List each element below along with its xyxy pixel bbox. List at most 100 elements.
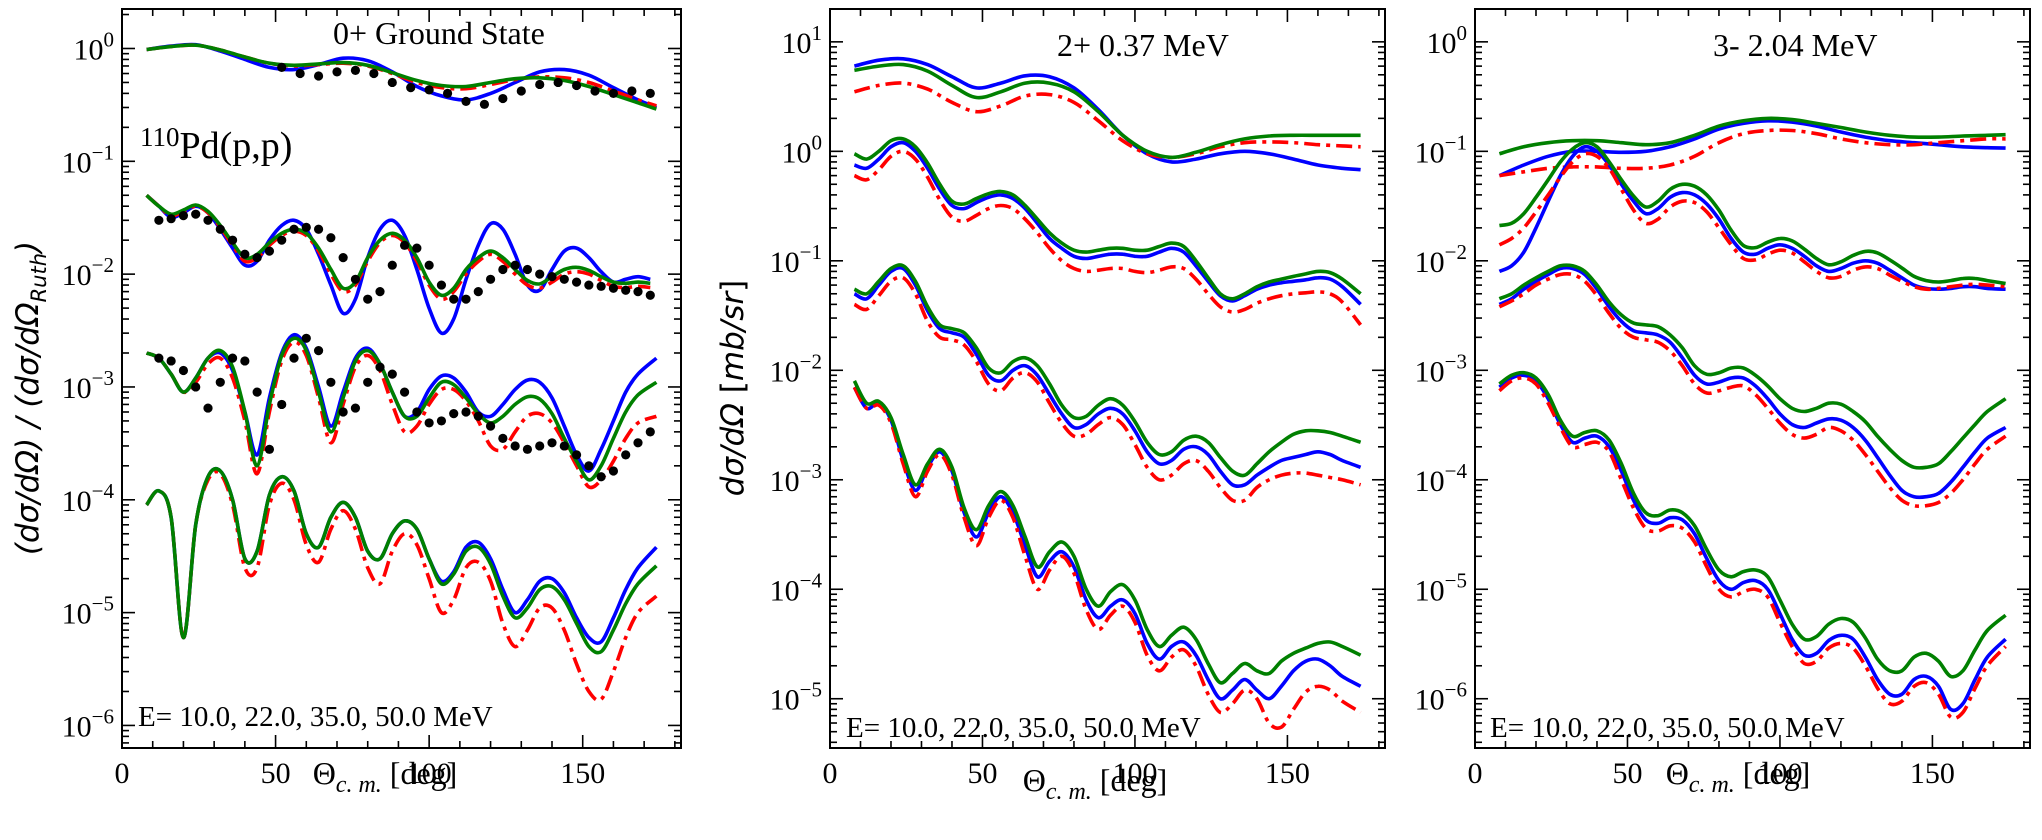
curve-red-22MeV [1498, 151, 2006, 292]
data-point [485, 274, 496, 284]
data-point [571, 80, 582, 91]
y-axis-label: (dσ/dΩ) / (dσ/dΩRuth) [10, 241, 51, 555]
panel-title: 2+ 0.37 MeV [1057, 27, 1229, 63]
tick-labels: 0 50 100 150 100 10−1 10−2 10−3 10−4 10−5 10−6 [1415, 21, 1955, 790]
energy-note: E= 10.0, 22.0, 35.0, 50.0 MeV [1490, 712, 1845, 744]
x-tick-label: 0 [1468, 757, 1483, 790]
data-point [332, 67, 342, 77]
data-point [559, 274, 569, 284]
data-point [627, 86, 637, 96]
data-point [166, 356, 176, 366]
curve-green-50MeV [1498, 370, 2007, 679]
data-point [240, 249, 250, 259]
y-tick-label: 10−2 [1415, 240, 1467, 279]
data-point [227, 353, 238, 363]
data-point [584, 280, 594, 290]
y-tick-label: 100 [74, 27, 115, 66]
data-point [473, 287, 483, 297]
y-tick-label: 10−3 [770, 459, 822, 498]
data-point [442, 88, 453, 98]
energy-note: E= 10.0, 22.0, 35.0, 50.0 MeV [138, 701, 493, 733]
data-point [277, 62, 287, 72]
data-point [399, 387, 410, 397]
y-tick-label: 10−1 [770, 240, 822, 279]
curve-blue-35MeV [145, 332, 658, 473]
data-point [645, 290, 655, 300]
data-point [350, 65, 361, 75]
y-tick-label: 10−4 [770, 568, 823, 607]
data-point [350, 274, 361, 284]
tick-labels: 0 50 100 150 101 100 10−1 10−2 10−3 10−4 10−5 [770, 21, 1310, 790]
curve-red-22MeV [853, 149, 1363, 327]
y-tick-label: 10−1 [1415, 130, 1467, 169]
x-tick-label: 100 [407, 757, 452, 790]
data-point [424, 260, 434, 270]
data-point [301, 222, 311, 232]
x-tick-label: 150 [1265, 757, 1310, 790]
data-point [559, 441, 569, 451]
curve-green-10MeV [1498, 116, 2006, 156]
data-point [449, 409, 459, 419]
x-axis-label: Θc. m. [deg] [313, 755, 458, 798]
data-point [633, 287, 643, 297]
data-point [461, 407, 471, 417]
data-point [191, 382, 201, 392]
y-tick-label: 10−4 [62, 479, 115, 518]
y-tick-label: 100 [1427, 21, 1468, 60]
data-point [215, 377, 225, 387]
data-point [387, 369, 397, 379]
plot-frame [121, 8, 682, 749]
data-point [363, 294, 373, 304]
curve-red-35MeV [853, 275, 1362, 504]
tick-labels: 0 50 100 150 100 10−1 10−2 10−3 10−4 10−5 10−6 [62, 27, 606, 790]
curve-green-10MeV [146, 43, 657, 111]
curve-green-50MeV [145, 466, 658, 655]
data-point [535, 441, 545, 451]
curve-red-35MeV [1498, 271, 2007, 509]
x-tick-label: 100 [1757, 757, 1802, 790]
curve-red-50MeV [1498, 376, 2007, 721]
data-point [252, 253, 262, 263]
data-point [498, 93, 508, 104]
data-point [313, 346, 324, 356]
energy-note: E= 10.0, 22.0, 35.0, 50.0 MeV [846, 712, 1201, 744]
curve-blue-50MeV [1498, 373, 2007, 713]
curve-blue-35MeV [1498, 265, 2007, 500]
curve-green-50MeV [852, 380, 1362, 685]
data-point [264, 246, 275, 256]
data-point [178, 211, 189, 221]
data-point [645, 88, 655, 98]
data-point [350, 403, 361, 413]
data-point [571, 450, 582, 460]
data-point [313, 71, 324, 81]
data-point [326, 233, 336, 243]
data-point [449, 294, 459, 304]
data-point [584, 461, 594, 471]
data-point [461, 294, 471, 304]
reaction-label: 110Pd(p,p) [140, 122, 292, 167]
data-point [369, 68, 379, 79]
data-point [252, 387, 262, 397]
curve-blue-35MeV [853, 265, 1362, 489]
data-point [154, 353, 164, 363]
x-tick-label: 50 [261, 757, 291, 790]
data-point [363, 377, 373, 387]
data-point [473, 411, 483, 421]
y-tick-label: 10−2 [770, 349, 822, 388]
data-point [436, 280, 447, 290]
data-point [277, 399, 287, 410]
data-point [412, 407, 422, 417]
y-tick-label: 10−5 [1415, 568, 1467, 607]
curve-red-50MeV [145, 469, 658, 703]
y-tick-label: 101 [782, 21, 823, 60]
data-point [166, 214, 176, 224]
data-point [522, 444, 533, 454]
curve-green-35MeV [1498, 263, 2007, 470]
data-point [191, 209, 201, 219]
data-point [633, 438, 643, 448]
data-point [479, 99, 490, 109]
y-tick-label: 10−3 [62, 366, 114, 405]
data-point [621, 450, 631, 460]
y-tick-label: 10−6 [1415, 678, 1467, 717]
